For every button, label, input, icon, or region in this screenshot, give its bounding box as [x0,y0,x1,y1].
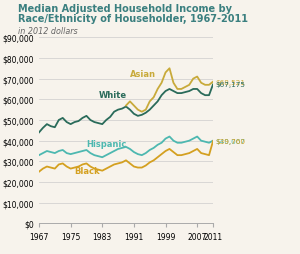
Text: White: White [98,91,126,100]
Text: $68,521: $68,521 [215,79,245,85]
Text: $67,175: $67,175 [215,82,245,88]
Text: Hispanic: Hispanic [86,139,127,148]
Text: Asian: Asian [130,69,156,78]
Text: Race/Ethnicity of Householder, 1967-2011: Race/Ethnicity of Householder, 1967-2011 [18,14,248,24]
Text: Median Adjusted Household Income by: Median Adjusted Household Income by [18,4,232,14]
Text: $39,760: $39,760 [215,139,245,145]
Text: Black: Black [75,166,100,175]
Text: $40,007: $40,007 [215,138,245,144]
Text: in 2012 dollars: in 2012 dollars [18,27,78,36]
